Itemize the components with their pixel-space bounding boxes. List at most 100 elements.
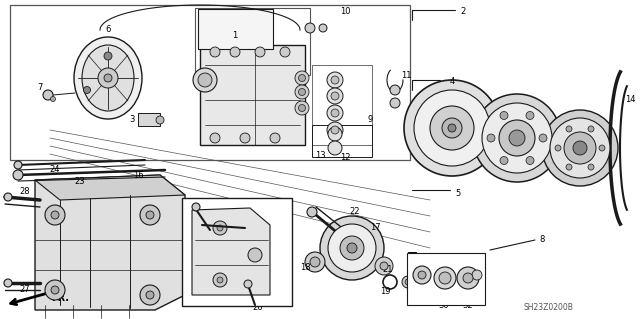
Circle shape [4,193,12,201]
Circle shape [51,97,56,101]
Circle shape [327,72,343,88]
Bar [407,253,485,305]
Circle shape [305,252,325,272]
Circle shape [104,74,112,82]
Circle shape [305,23,315,33]
Circle shape [310,257,320,267]
Circle shape [482,103,552,173]
Circle shape [404,80,500,176]
Circle shape [280,47,290,57]
Circle shape [448,124,456,132]
Polygon shape [35,175,185,200]
Circle shape [98,68,118,88]
Text: 24: 24 [50,166,60,174]
Circle shape [390,98,400,108]
Circle shape [331,92,339,100]
Circle shape [213,221,227,235]
Circle shape [295,101,309,115]
Circle shape [500,157,508,165]
Circle shape [413,266,431,284]
Circle shape [331,76,339,84]
Ellipse shape [82,45,134,111]
Polygon shape [192,208,270,295]
Circle shape [14,161,22,169]
Circle shape [244,280,252,288]
Circle shape [542,110,618,186]
Circle shape [439,272,451,284]
Circle shape [340,236,364,260]
Circle shape [210,133,220,143]
Circle shape [320,216,384,280]
Circle shape [414,90,490,166]
Circle shape [328,224,376,272]
Text: 30: 30 [438,300,449,309]
Text: 19: 19 [380,287,390,296]
Circle shape [573,141,587,155]
Text: 26: 26 [253,303,263,313]
Circle shape [457,267,479,289]
Text: B: B [409,254,415,263]
Circle shape [192,203,200,211]
Circle shape [213,273,227,287]
Circle shape [566,126,572,132]
Circle shape [140,205,160,225]
Circle shape [270,133,280,143]
Circle shape [402,276,414,288]
Bar [312,125,372,157]
Circle shape [104,52,112,60]
Text: 5: 5 [456,189,461,197]
Circle shape [463,273,473,283]
Circle shape [550,118,610,178]
Circle shape [298,105,305,112]
Text: FR.: FR. [51,293,69,303]
Circle shape [564,132,596,164]
Circle shape [331,109,339,117]
Circle shape [295,71,309,85]
Polygon shape [200,45,305,145]
Circle shape [4,279,12,287]
Text: 13: 13 [315,151,325,160]
Circle shape [230,47,240,57]
Circle shape [499,120,535,156]
Bar [138,113,160,126]
Circle shape [390,85,400,95]
Circle shape [331,126,339,134]
Circle shape [430,106,474,150]
Circle shape [509,130,525,146]
Circle shape [500,111,508,120]
Text: 25: 25 [410,286,420,294]
Text: 12: 12 [340,153,350,162]
Circle shape [255,47,265,57]
Text: 14: 14 [625,95,636,105]
Circle shape [375,257,393,275]
Text: 22: 22 [349,207,360,217]
Text: 3: 3 [129,115,134,124]
Text: 6: 6 [106,26,111,34]
Circle shape [298,88,305,95]
Circle shape [45,280,65,300]
Text: 15: 15 [183,209,193,218]
Text: 21: 21 [383,265,393,275]
Polygon shape [35,175,185,310]
Text: 9: 9 [367,115,372,124]
Bar [312,65,372,145]
Circle shape [198,73,212,87]
Text: 8: 8 [540,235,545,244]
Text: 27: 27 [20,286,30,294]
Ellipse shape [74,37,142,119]
Circle shape [434,267,456,289]
Circle shape [193,68,217,92]
Bar [182,198,292,306]
Circle shape [555,145,561,151]
Circle shape [472,270,482,280]
Circle shape [328,127,342,141]
Circle shape [328,141,342,155]
Circle shape [146,291,154,299]
Circle shape [487,134,495,142]
Circle shape [442,118,462,138]
Circle shape [210,47,220,57]
Circle shape [588,164,594,170]
Bar [198,9,273,49]
Text: 10: 10 [340,8,350,17]
Circle shape [240,133,250,143]
